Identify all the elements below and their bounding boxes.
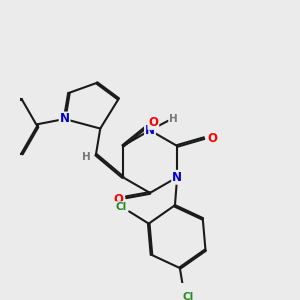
Text: O: O bbox=[113, 193, 123, 206]
Text: O: O bbox=[148, 116, 158, 129]
Text: N: N bbox=[145, 124, 155, 137]
Text: N: N bbox=[172, 171, 182, 184]
Text: H: H bbox=[169, 114, 178, 124]
Text: Cl: Cl bbox=[116, 202, 127, 212]
Text: H: H bbox=[82, 152, 91, 162]
Text: O: O bbox=[207, 132, 217, 145]
Text: Cl: Cl bbox=[183, 292, 194, 300]
Text: N: N bbox=[60, 112, 70, 125]
